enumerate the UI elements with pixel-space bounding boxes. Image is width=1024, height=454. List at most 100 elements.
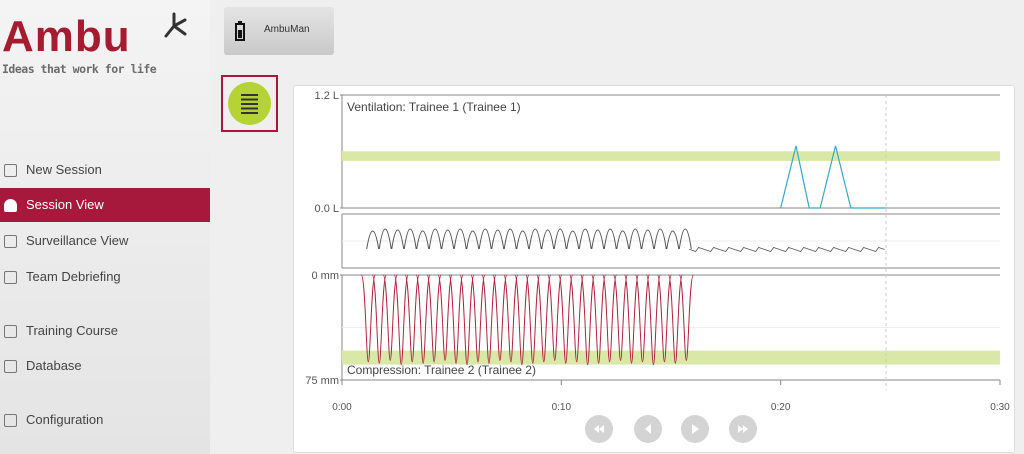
signal-pulse — [641, 229, 655, 250]
signal-pulse — [441, 229, 455, 250]
compression — [602, 274, 618, 363]
signal-pulse — [528, 228, 542, 250]
nav-label: Database — [26, 358, 82, 373]
nav-item[interactable]: Surveillance View — [0, 224, 210, 258]
compression — [382, 274, 398, 361]
signal-pulse — [503, 228, 517, 250]
signal-pulse — [666, 230, 680, 250]
nav-item[interactable]: Session View — [0, 188, 210, 222]
signal-pulse — [366, 230, 380, 250]
logo-mark — [164, 12, 187, 38]
signal-pulse — [628, 228, 642, 250]
nav-icon — [4, 325, 17, 338]
nav-item[interactable]: Database — [0, 349, 210, 383]
y-tick-label: 0 mm — [312, 270, 340, 282]
signal-noise — [689, 247, 885, 252]
tagline: Ideas that work for life — [2, 62, 157, 76]
signal-pulse — [403, 228, 417, 250]
nav-icon — [4, 414, 17, 427]
x-tick-label: 0:20 — [771, 402, 791, 413]
y-tick-label: 1.2 L — [315, 90, 339, 102]
signal-pulse — [416, 230, 430, 250]
signal-pulse — [566, 230, 580, 250]
nav-item[interactable]: Configuration — [0, 403, 210, 437]
compression — [678, 274, 694, 361]
compression — [415, 274, 431, 364]
signal-pulse — [541, 229, 555, 250]
compression — [569, 274, 585, 363]
nav-item[interactable]: Training Course — [0, 314, 210, 348]
compression — [492, 274, 508, 361]
nav-label: Team Debriefing — [26, 269, 121, 284]
signal-pulse — [466, 230, 480, 250]
nav-label: Configuration — [26, 412, 104, 427]
compression — [470, 274, 486, 363]
nav-item[interactable]: New Session — [0, 153, 210, 187]
device-button[interactable]: AmbuMan — [224, 7, 334, 55]
compression — [459, 274, 475, 366]
signal-pulse — [591, 229, 605, 250]
menu-button[interactable] — [221, 75, 278, 132]
compression — [525, 274, 541, 364]
compression — [580, 274, 596, 366]
target-band — [342, 350, 1000, 365]
compression — [667, 274, 683, 364]
signal-pulse — [578, 228, 592, 250]
compression — [514, 274, 530, 366]
compression — [437, 274, 453, 361]
signal-pulse — [453, 228, 467, 250]
compression — [656, 274, 672, 363]
nav-label: Training Course — [26, 323, 119, 338]
signal-pulse — [428, 228, 442, 250]
nav-icon — [4, 164, 17, 177]
x-tick-label: 0:00 — [332, 402, 352, 413]
compression — [503, 274, 519, 363]
nav-label: New Session — [26, 162, 102, 177]
nav-icon — [4, 360, 17, 373]
x-tick-label: 0:30 — [990, 402, 1010, 413]
signal-pulse — [478, 228, 492, 250]
signal-pulse — [491, 229, 505, 250]
sidebar: Ambu Ideas that work for life New Sessio… — [0, 0, 210, 454]
compression — [558, 274, 574, 364]
signal-pulse — [616, 230, 630, 250]
compression — [448, 274, 464, 364]
compression — [371, 274, 387, 364]
signal-pulse — [653, 228, 667, 250]
signal-pulse — [553, 228, 567, 250]
compression — [634, 274, 650, 363]
compression — [481, 274, 497, 364]
nav-label: Session View — [26, 197, 104, 212]
compression — [536, 274, 552, 363]
compression — [547, 274, 563, 361]
nav-label: Surveillance View — [26, 233, 129, 248]
compression — [426, 274, 442, 363]
signal-pulse — [516, 230, 530, 250]
compression — [591, 274, 607, 364]
nav-item[interactable]: Team Debriefing — [0, 260, 210, 294]
target-band — [342, 151, 1000, 161]
y-tick-label: 0.0 L — [315, 203, 339, 215]
logo: Ambu — [2, 12, 131, 61]
chart-card — [293, 85, 1015, 453]
menu-icon — [228, 82, 271, 125]
nav-icon — [4, 199, 17, 212]
signal-pulse — [678, 228, 692, 250]
panel-title: Compression: Trainee 2 (Trainee 2) — [347, 363, 536, 377]
compression — [613, 274, 629, 361]
compression — [645, 274, 661, 366]
signal-pulse — [603, 228, 617, 250]
playback-controls — [585, 415, 757, 443]
battery-icon — [235, 21, 245, 41]
y-tick-label: 75 mm — [305, 375, 339, 387]
compression — [360, 274, 376, 363]
signal-pulse — [391, 229, 405, 250]
ventilation-line — [780, 145, 886, 209]
compression — [624, 274, 640, 364]
signal-pulse — [378, 228, 392, 250]
device-name: AmbuMan — [264, 24, 310, 35]
x-tick-label: 0:10 — [552, 402, 572, 413]
compression — [404, 274, 420, 363]
